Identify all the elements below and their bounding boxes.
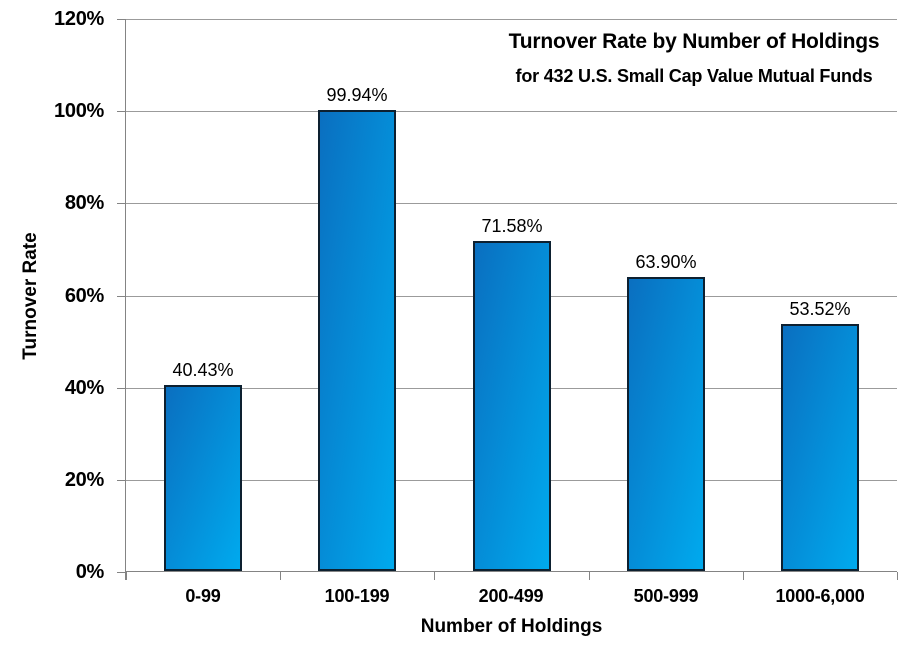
x-axis-tick <box>589 572 590 580</box>
data-label: 99.94% <box>326 85 388 105</box>
y-axis-tick <box>117 388 126 389</box>
x-category-label: 1000-6,000 <box>775 586 865 606</box>
y-axis-line <box>125 19 126 580</box>
gridline-80 <box>126 203 897 204</box>
data-label: 40.43% <box>172 360 234 380</box>
x-axis-tick <box>126 572 127 580</box>
y-tick-label: 120% <box>54 8 104 30</box>
plot-area: 40.43% 99.94% 71.58% 63.90% 53.52% <box>117 19 898 580</box>
y-axis-tick <box>117 480 126 481</box>
x-category-label: 100-199 <box>324 586 390 606</box>
data-label: 71.58% <box>481 216 543 236</box>
y-tick-label: 40% <box>64 377 104 399</box>
gridline-100 <box>126 111 897 112</box>
bar-1000-6,000 <box>781 324 859 571</box>
y-axis-tick <box>117 111 126 112</box>
y-tick-label: 0% <box>75 561 105 583</box>
bar-500-999 <box>627 277 705 571</box>
x-category-label: 200-499 <box>478 586 544 606</box>
gridline-120 <box>126 19 897 20</box>
x-axis-tick <box>897 572 898 580</box>
y-tick-label: 20% <box>64 469 104 491</box>
chart-title-block: Turnover Rate by Number of Holdings for … <box>494 30 894 87</box>
y-tick-label: 60% <box>64 285 104 307</box>
chart-subtitle: for 432 U.S. Small Cap Value Mutual Fund… <box>515 66 873 86</box>
x-axis-title: Number of Holdings <box>420 616 603 637</box>
y-axis-tick <box>117 572 126 573</box>
data-label: 63.90% <box>635 252 697 272</box>
x-category-label: 0-99 <box>185 586 221 606</box>
x-category-label: 500-999 <box>633 586 699 606</box>
x-axis-tick <box>280 572 281 580</box>
bar-0-99 <box>164 385 242 571</box>
chart-title: Turnover Rate by Number of Holdings <box>508 30 880 53</box>
x-axis-tick <box>434 572 435 580</box>
y-axis-tick <box>117 203 126 204</box>
y-axis-tick <box>117 19 126 20</box>
x-axis-line <box>126 571 897 572</box>
y-tick-label: 100% <box>54 100 104 122</box>
y-axis-tick <box>117 296 126 297</box>
data-label: 53.52% <box>789 299 851 319</box>
bar-100-199 <box>318 110 396 571</box>
y-tick-label: 80% <box>64 192 104 214</box>
x-axis-tick <box>743 572 744 580</box>
bar-200-499 <box>473 241 551 571</box>
